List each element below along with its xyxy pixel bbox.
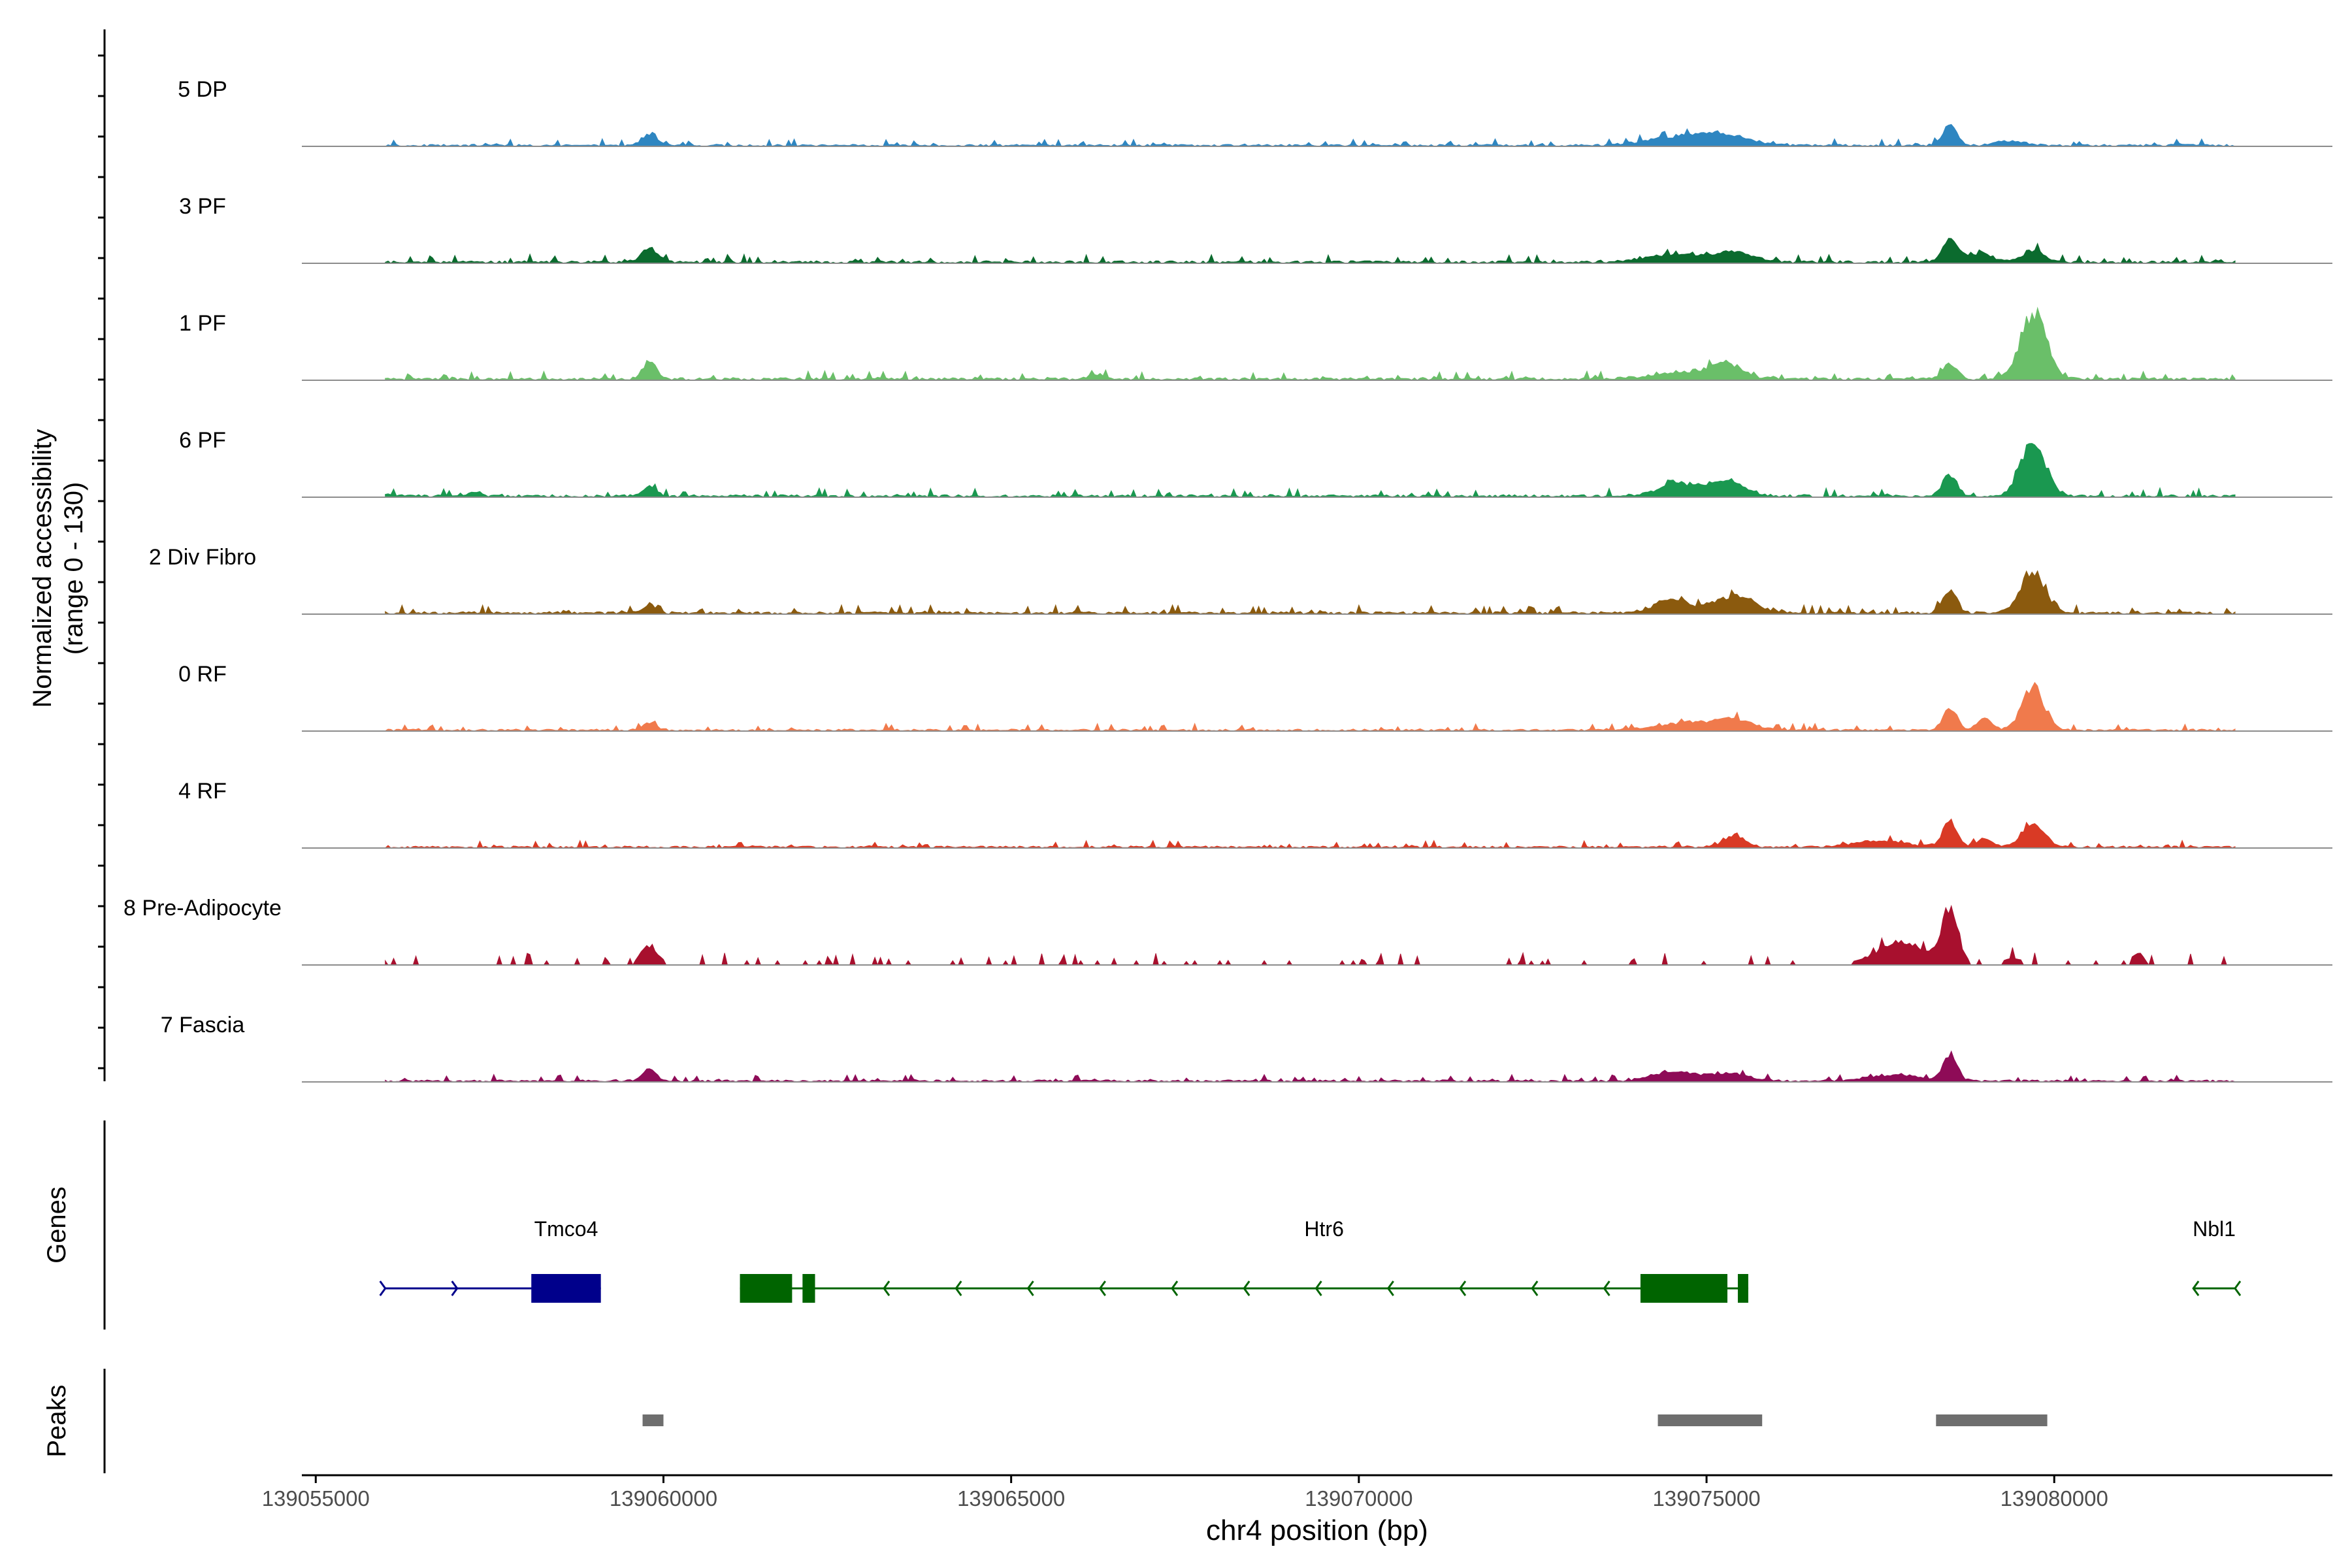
coverage-area xyxy=(385,443,2236,498)
x-tick-label: 139070000 xyxy=(1305,1486,1413,1511)
peak-region xyxy=(1936,1414,2048,1426)
track-label: 8 Pre-Adipocyte xyxy=(123,896,282,921)
track-label: 0 RF xyxy=(178,662,227,687)
gene-htr6: Htr6 xyxy=(740,1217,1748,1303)
coverage-area xyxy=(385,570,2236,615)
coverage-tracks: 5 DP 3 PF 1 PF 6 PF 2 Div Fibro 0 RF 4 RF 8 Pre… xyxy=(123,77,2332,1083)
track-label: 4 RF xyxy=(178,779,227,804)
gene-label: Tmco4 xyxy=(534,1217,598,1241)
strand-arrow-icon xyxy=(883,1281,890,1296)
track-label: 6 PF xyxy=(179,428,226,453)
gene-exon xyxy=(740,1274,792,1303)
track-label: 2 Div Fibro xyxy=(149,545,256,570)
strand-arrow-icon xyxy=(1171,1281,1179,1296)
strand-arrow-icon xyxy=(1315,1281,1322,1296)
track-6-pf: 6 PF xyxy=(179,428,2332,498)
gene-label: Htr6 xyxy=(1304,1217,1343,1241)
gene-label: Nbl1 xyxy=(2193,1217,2236,1241)
strand-arrow-icon xyxy=(2192,1281,2200,1296)
strand-arrow-icon xyxy=(2234,1281,2242,1296)
x-tick-label: 139060000 xyxy=(610,1486,717,1511)
gene-exon xyxy=(1737,1274,1748,1303)
gene-exon xyxy=(802,1274,815,1303)
track-8-pre-adipocyte: 8 Pre-Adipocyte xyxy=(123,896,2332,966)
gene-nbl1: Nbl1 xyxy=(2192,1217,2242,1296)
strand-arrow-icon xyxy=(1026,1281,1034,1296)
genes-axis-title: Genes xyxy=(42,1186,71,1264)
y-axis-title-line2: (range 0 - 130) xyxy=(59,482,88,655)
track-2-div-fibro: 2 Div Fibro xyxy=(149,545,2332,615)
strand-arrow-icon xyxy=(1531,1281,1539,1296)
track-label: 7 Fascia xyxy=(161,1013,245,1037)
track-label: 1 PF xyxy=(179,311,226,336)
coverage-area xyxy=(384,123,2236,147)
strand-arrow-icon xyxy=(955,1281,962,1296)
track-1-pf: 1 PF xyxy=(179,306,2332,381)
peaks-axis-title-group: Peaks xyxy=(42,1384,71,1457)
coverage-area xyxy=(385,1050,2236,1083)
peaks-axis-title: Peaks xyxy=(42,1384,71,1457)
y-axis-ticks xyxy=(98,54,105,1070)
y-axis-title: Normalized accessibility (range 0 - 130) xyxy=(28,429,88,708)
track-4-rf: 4 RF xyxy=(178,779,2332,849)
track-3-pf: 3 PF xyxy=(179,194,2332,265)
x-tick-label: 139055000 xyxy=(262,1486,370,1511)
peak-regions xyxy=(642,1414,2048,1426)
peak-region xyxy=(642,1414,664,1426)
x-tick-label: 139075000 xyxy=(1652,1486,1760,1511)
strand-arrow-icon xyxy=(1243,1281,1250,1296)
gene-exon xyxy=(531,1274,601,1303)
x-tick-label: 139065000 xyxy=(957,1486,1065,1511)
strand-arrow-icon xyxy=(1603,1281,1610,1296)
track-label: 3 PF xyxy=(179,194,226,219)
strand-arrow-icon xyxy=(451,1281,459,1296)
y-axis-title-line1: Normalized accessibility xyxy=(28,429,57,708)
coverage-area xyxy=(385,238,2236,265)
track-5-dp: 5 DP xyxy=(178,77,2332,147)
gene-annotations: Tmco4 Htr6 Nbl1 xyxy=(379,1217,2242,1303)
x-tick-label: 139080000 xyxy=(2001,1486,2108,1511)
track-label: 5 DP xyxy=(178,77,227,102)
strand-arrow-icon xyxy=(1386,1281,1394,1296)
gene-tmco4: Tmco4 xyxy=(379,1217,601,1303)
strand-arrow-icon xyxy=(1098,1281,1106,1296)
strand-arrow-icon xyxy=(379,1281,387,1296)
strand-arrow-icon xyxy=(1459,1281,1467,1296)
peak-region xyxy=(1658,1414,1763,1426)
gene-exon xyxy=(1640,1274,1727,1303)
track-7-fascia: 7 Fascia xyxy=(161,1013,2332,1083)
x-axis-title: chr4 position (bp) xyxy=(1206,1514,1428,1546)
genes-axis-title-group: Genes xyxy=(42,1186,71,1264)
track-0-rf: 0 RF xyxy=(178,662,2332,732)
x-axis-ticks: 139055000 139060000 139065000 139070000 1390… xyxy=(262,1475,2108,1511)
